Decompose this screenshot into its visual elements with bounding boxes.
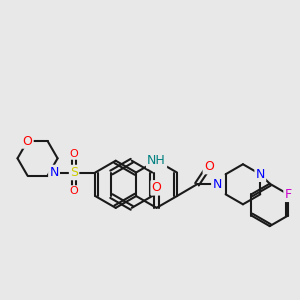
Text: S: S bbox=[70, 166, 78, 179]
Text: N: N bbox=[212, 178, 222, 191]
Text: N: N bbox=[256, 168, 265, 181]
Text: NH: NH bbox=[147, 154, 166, 167]
Text: O: O bbox=[70, 148, 79, 159]
Text: O: O bbox=[204, 160, 214, 173]
Text: F: F bbox=[284, 188, 292, 201]
Text: O: O bbox=[152, 181, 161, 194]
Text: O: O bbox=[22, 134, 32, 148]
Text: O: O bbox=[70, 186, 79, 197]
Text: N: N bbox=[50, 166, 59, 179]
